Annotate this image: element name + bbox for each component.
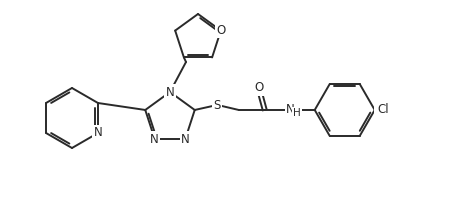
Text: O: O [216,24,226,37]
Text: Cl: Cl [377,103,389,116]
Text: S: S [213,100,220,112]
Bar [182,136,189,142]
Text: N: N [166,86,174,99]
Text: N: N [151,133,159,145]
Text: N: N [181,133,190,145]
Bar [167,89,173,95]
Text: N: N [286,103,295,116]
Bar [285,106,297,114]
Text: H: H [293,108,301,118]
Bar [212,102,221,110]
Bar [151,136,158,142]
Bar [254,84,263,92]
Text: O: O [254,81,263,95]
Bar [218,28,224,34]
Bar [95,130,102,136]
Bar [374,106,388,114]
Text: N: N [94,127,102,139]
